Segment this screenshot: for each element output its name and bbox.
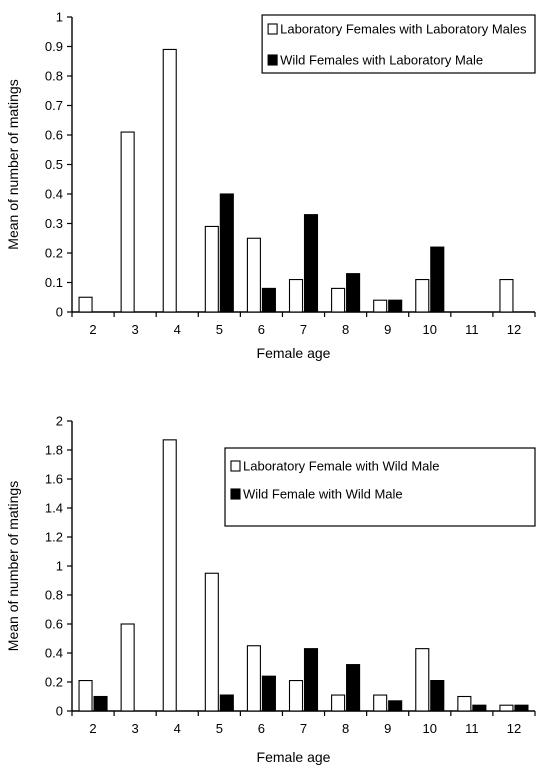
y-tick-label: 0.6	[45, 128, 63, 143]
x-tick-label: 5	[216, 721, 223, 736]
bar-black	[219, 193, 234, 313]
legend: Laboratory Females with Laboratory Males…	[261, 14, 536, 74]
bar-white	[331, 287, 346, 313]
x-tick-label: 10	[423, 721, 437, 736]
bar-white	[373, 299, 388, 313]
y-tick-label: 0	[56, 704, 63, 719]
chart-1: 00.10.20.30.40.50.60.70.80.912 3 4 5 6 7 8 9 10 1…	[5, 10, 536, 361]
y-tick-label: 0.2	[45, 246, 63, 261]
bar-white	[246, 237, 261, 313]
x-axis-title: Female age	[257, 749, 331, 765]
y-tick-label: 0.8	[45, 69, 63, 84]
bar-white	[499, 278, 514, 313]
y-tick-label: 0.8	[45, 588, 63, 603]
x-tick-label: 7	[300, 721, 307, 736]
x-tick-label: 6	[258, 721, 265, 736]
y-tick-label: 1.4	[45, 501, 63, 516]
bar-black	[303, 648, 319, 712]
bar-white	[204, 225, 219, 313]
bar-black	[388, 299, 403, 313]
x-tick-label: 10	[423, 322, 437, 337]
x-tick-label: 5	[216, 322, 223, 337]
legend-swatch	[267, 23, 278, 35]
legend-box	[261, 14, 536, 74]
bar-black	[303, 214, 319, 313]
x-tick-label: 3	[132, 721, 139, 736]
y-tick-label: 0.6	[45, 617, 63, 632]
x-tick-label: 4	[174, 721, 181, 736]
legend: Laboratory Female with Wild Male Wild Fem…	[224, 447, 536, 527]
legend-label: Wild Females with Laboratory Male	[280, 53, 483, 68]
x-tick-label: 11	[465, 721, 479, 736]
legend-swatch	[230, 488, 241, 500]
x-tick-label: 12	[507, 322, 521, 337]
x-tick-label: 4	[174, 322, 181, 337]
bar-black	[514, 704, 529, 712]
bar-white	[288, 679, 304, 712]
y-tick-label: 0.9	[45, 39, 63, 54]
bar-black	[388, 700, 403, 712]
bar-white	[204, 572, 219, 712]
bar-white	[120, 131, 135, 313]
legend-swatch	[267, 54, 278, 66]
y-tick-label: 0.5	[45, 157, 63, 172]
y-tick-label: 0.1	[45, 275, 63, 290]
legend-swatch	[230, 460, 241, 472]
y-tick-label: 1	[56, 559, 63, 574]
x-tick-label: 12	[507, 721, 521, 736]
x-tick-label: 11	[465, 322, 479, 337]
chart-2: 0 0.2 0.4 0.6 0.8 1 1.2 1.4 1.6 1.8 2 2 3 4 5 6 7 8 9 10 11 1…	[5, 414, 536, 765]
y-tick-label: 1	[56, 10, 63, 25]
y-tick-label: 1.8	[45, 443, 63, 458]
y-tick-label: 1.2	[45, 530, 63, 545]
bar-white	[162, 48, 177, 313]
bar-black	[261, 287, 276, 313]
bar-black	[346, 664, 361, 712]
bar-white	[78, 679, 93, 712]
bar-black	[93, 695, 108, 712]
y-tick-label: 2	[56, 414, 63, 429]
x-tick-label: 8	[342, 322, 349, 337]
bar-black	[219, 694, 234, 712]
x-axis-title: Female age	[257, 345, 331, 361]
bar-black	[430, 246, 445, 313]
bar-white	[288, 278, 304, 313]
x-tick-label: 3	[132, 322, 139, 337]
bar-white	[331, 694, 346, 712]
bar-white	[457, 695, 472, 712]
bar-white	[162, 439, 177, 712]
y-axis-title: Mean of number of matings	[5, 481, 21, 651]
bar-black	[346, 273, 361, 313]
y-tick-label: 1.6	[45, 472, 63, 487]
legend-label: Laboratory Female with Wild Male	[243, 459, 440, 474]
y-tick-label: 0	[56, 305, 63, 320]
bar-black	[261, 675, 276, 712]
y-tick-label: 0.4	[45, 646, 63, 661]
y-tick-label: 0.7	[45, 98, 63, 113]
bar-black	[472, 704, 487, 712]
legend-label: Laboratory Females with Laboratory Males	[280, 22, 527, 37]
x-tick-label: 6	[258, 322, 265, 337]
bar-white	[373, 694, 388, 712]
x-tick-label: 8	[342, 721, 349, 736]
x-tick-label: 7	[300, 322, 307, 337]
y-axis-title: Mean of number of matings	[5, 79, 21, 249]
legend-box	[224, 447, 536, 527]
x-tick-label: 9	[384, 721, 391, 736]
bar-black	[430, 679, 445, 712]
y-tick-label: 0.2	[45, 675, 63, 690]
bar-white	[415, 278, 430, 313]
y-tick-label: 0.4	[45, 187, 63, 202]
x-tick-label: 9	[384, 322, 391, 337]
bar-white	[78, 296, 93, 313]
y-tick-label: 0.3	[45, 216, 63, 231]
bar-white	[120, 623, 135, 712]
legend-label: Wild Female with Wild Male	[243, 487, 403, 502]
x-tick-label: 2	[89, 322, 96, 337]
bar-white	[415, 648, 430, 712]
bar-white	[246, 645, 261, 712]
x-tick-label: 2	[89, 721, 96, 736]
bar-white	[499, 704, 514, 712]
